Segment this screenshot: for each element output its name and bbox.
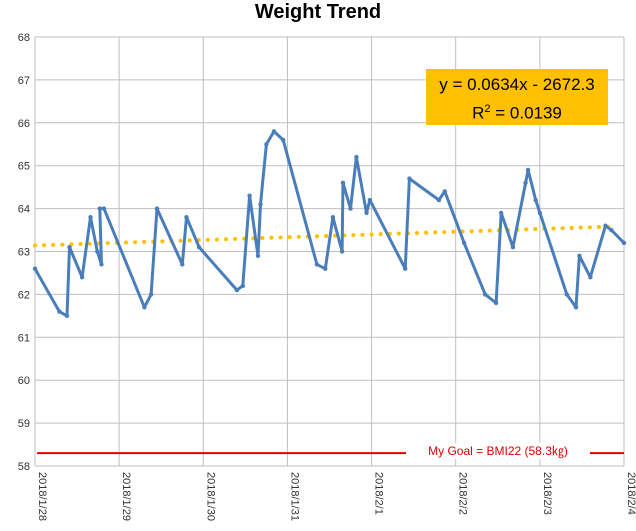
data-point (196, 245, 202, 250)
trendline-equation-box: y = 0.0634x - 2672.3 R2 = 0.0139 (426, 69, 608, 125)
data-point (330, 214, 336, 220)
y-tick-label: 61 (18, 332, 30, 344)
data-point (99, 262, 104, 267)
data-point (32, 266, 38, 271)
data-point (323, 266, 328, 271)
data-point (609, 227, 614, 233)
data-point (184, 214, 189, 220)
r2-superscript: 2 (484, 103, 491, 115)
data-point (564, 292, 569, 297)
y-tick-label: 64 (18, 204, 30, 216)
data-point (588, 275, 593, 280)
data-point (67, 245, 72, 250)
x-tick-label: 2018/2/3 (541, 472, 553, 515)
data-point (339, 249, 345, 254)
data-point (367, 197, 373, 203)
data-point (264, 142, 269, 147)
x-axis-ticks: 2018/1/28 2018/1/29 2018/1/30 2018/1/31 2018… (36, 472, 636, 521)
trendline-equation: y = 0.0634x - 2672.3 (439, 75, 595, 94)
y-tick-label: 65 (18, 161, 30, 173)
data-point (442, 189, 447, 194)
data-point (621, 240, 627, 246)
data-point (281, 137, 286, 143)
data-point (533, 197, 538, 203)
x-tick-label: 2018/1/29 (120, 472, 132, 521)
data-point (142, 305, 147, 310)
trendline-group (33, 224, 614, 248)
y-axis-ticks: 58 59 60 61 62 63 64 65 66 67 68 (18, 32, 30, 473)
data-point (493, 300, 499, 306)
data-point (240, 283, 246, 289)
data-point (180, 262, 185, 267)
trendline-r-squared: R2 = 0.0139 (426, 97, 608, 126)
y-tick-label: 67 (18, 75, 30, 87)
data-point (461, 240, 467, 246)
data-point (255, 253, 261, 258)
data-point (573, 305, 579, 310)
y-tick-label: 66 (18, 118, 30, 130)
data-point (577, 253, 582, 258)
y-tick-label: 59 (18, 418, 30, 430)
data-point (148, 292, 154, 297)
data-point (537, 210, 543, 216)
data-point (407, 176, 412, 181)
data-point (510, 245, 516, 250)
data-point (348, 206, 353, 211)
weight-series-line (33, 129, 626, 318)
x-tick-label: 2018/1/31 (288, 472, 300, 521)
x-tick-label: 2018/2/1 (373, 472, 385, 515)
data-point (97, 206, 102, 211)
data-point (258, 202, 263, 207)
y-tick-label: 63 (18, 247, 30, 259)
series-group (32, 129, 627, 319)
x-tick-label: 2018/1/30 (204, 472, 216, 521)
x-tick-label: 2018/2/2 (457, 472, 469, 515)
data-point (364, 210, 369, 216)
data-point (523, 180, 528, 186)
data-point (79, 275, 85, 280)
data-point (603, 223, 608, 228)
data-point (403, 266, 408, 271)
data-point (314, 262, 320, 267)
data-point (247, 193, 252, 198)
data-point (482, 292, 488, 297)
data-point (95, 249, 100, 254)
trendline (33, 224, 614, 248)
x-tick-label: 2018/2/4 (625, 472, 636, 515)
y-tick-label: 60 (18, 375, 30, 387)
y-tick-label: 68 (18, 32, 30, 44)
data-point (436, 197, 442, 203)
data-point (498, 210, 504, 216)
data-point (271, 129, 277, 134)
r2-prefix: R (472, 103, 485, 123)
data-point (234, 287, 240, 293)
data-point (64, 313, 70, 319)
data-point (101, 206, 107, 211)
data-point (340, 180, 346, 186)
data-point (57, 309, 62, 314)
goal-line-label: My Goal = BMI22 (58.3㎏) (406, 443, 590, 459)
x-tick-label: 2018/1/28 (36, 472, 48, 521)
y-tick-label: 58 (18, 461, 30, 473)
r2-value: = 0.0139 (490, 103, 562, 123)
chart-title: Weight Trend (254, 1, 382, 23)
y-tick-label: 62 (18, 289, 30, 301)
grid (34, 36, 625, 467)
data-point (354, 154, 359, 160)
data-point (154, 206, 160, 211)
data-point (525, 167, 531, 173)
data-point (88, 214, 93, 220)
